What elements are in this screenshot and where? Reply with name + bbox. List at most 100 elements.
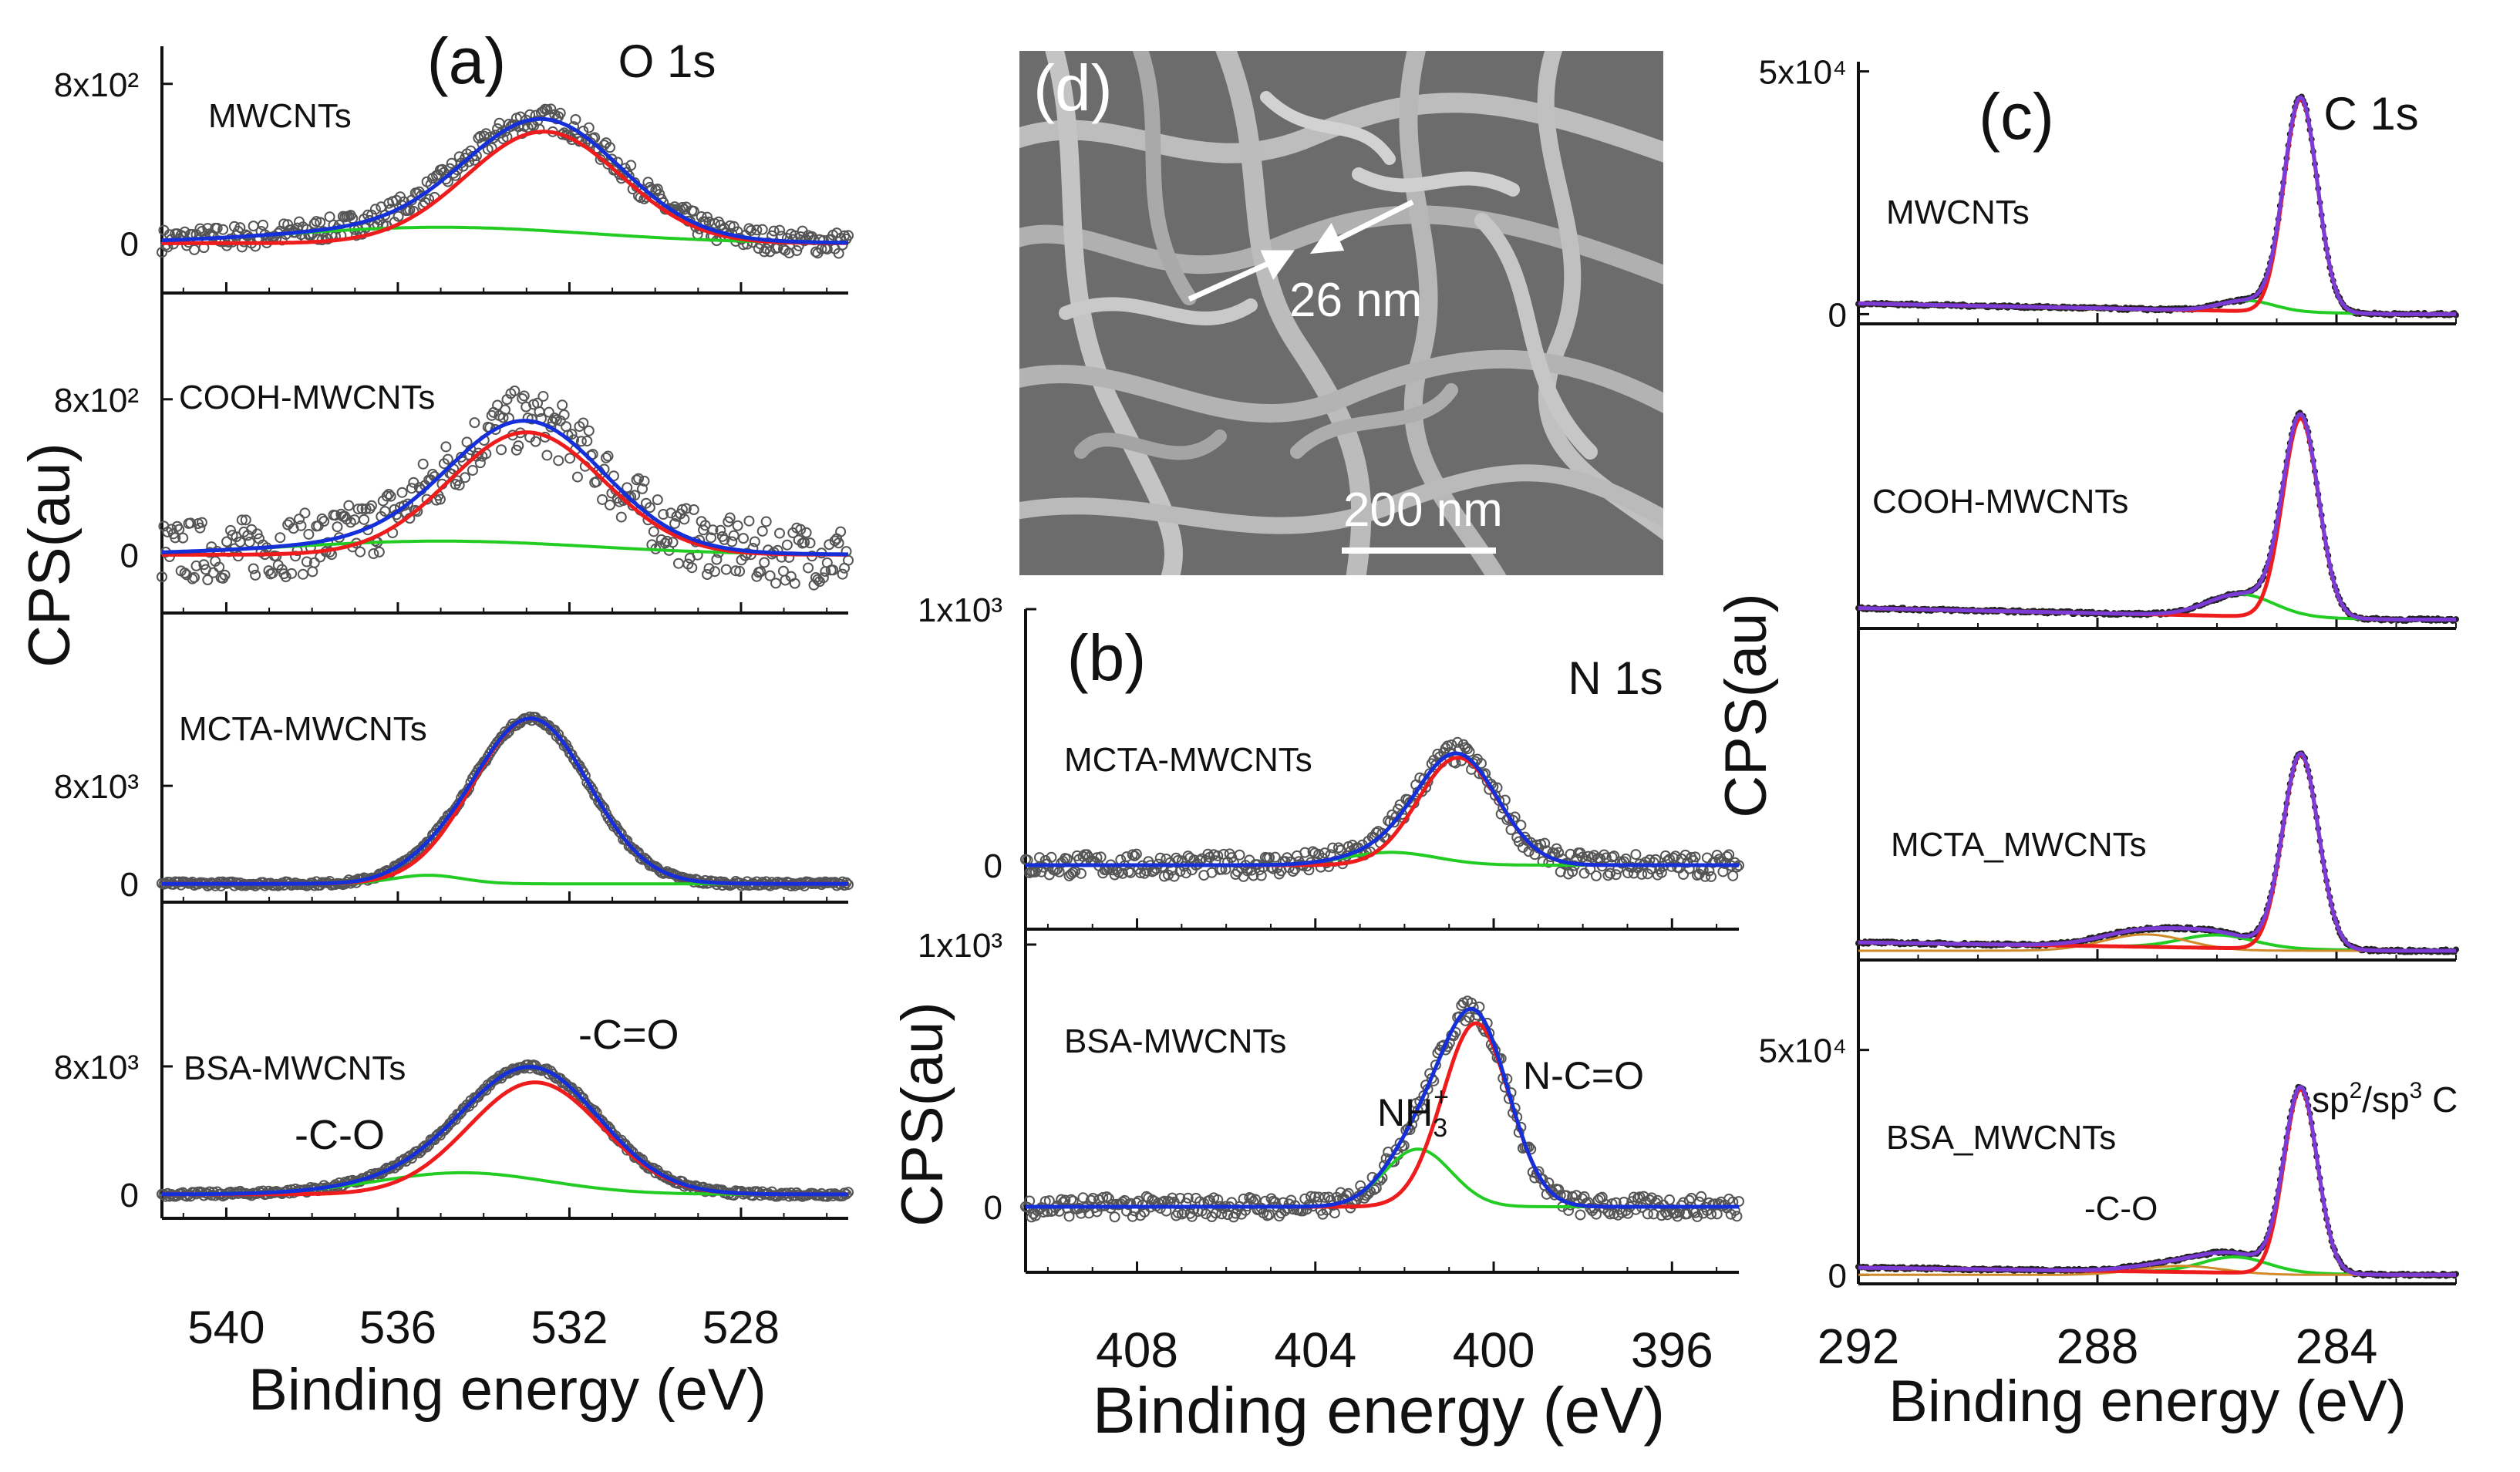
data-point bbox=[469, 417, 480, 429]
data-point bbox=[1369, 1184, 1380, 1195]
data-point bbox=[728, 530, 739, 541]
data-point bbox=[1604, 1208, 1615, 1220]
data-point bbox=[541, 450, 553, 461]
data-point bbox=[1269, 851, 1281, 863]
data-point bbox=[496, 444, 507, 456]
data-point bbox=[513, 440, 524, 452]
data-point bbox=[423, 194, 435, 205]
y-tick-label: 1x10³ bbox=[918, 591, 1002, 629]
fit-main-component bbox=[162, 1080, 848, 1197]
data-point bbox=[383, 488, 395, 500]
data-point bbox=[467, 464, 478, 476]
data-point bbox=[1121, 851, 1133, 863]
data-point bbox=[688, 504, 699, 515]
data-point bbox=[343, 500, 355, 511]
data-point bbox=[1604, 867, 1615, 879]
panel-b-annotation-nh3: NH3+ bbox=[1377, 1083, 1449, 1143]
data-point bbox=[835, 526, 847, 537]
data-point bbox=[1107, 1198, 1119, 1210]
data-point bbox=[1117, 867, 1128, 879]
fit-total-envelope bbox=[162, 716, 848, 886]
data-point bbox=[1182, 1192, 1194, 1204]
data-point bbox=[629, 490, 641, 501]
data-point bbox=[1130, 848, 1142, 860]
data-point bbox=[225, 524, 236, 536]
y-tick-label: 1x10³ bbox=[918, 927, 1002, 965]
data-point bbox=[679, 514, 690, 525]
data-point bbox=[295, 520, 307, 531]
fit-extra-component bbox=[1858, 933, 2456, 952]
data-point bbox=[236, 514, 248, 526]
data-point bbox=[1664, 1194, 1676, 1206]
data-point bbox=[711, 554, 723, 565]
data-point bbox=[1063, 1211, 1075, 1222]
data-point bbox=[190, 560, 202, 571]
data-point bbox=[368, 548, 379, 560]
data-point bbox=[1264, 852, 1275, 864]
data-point bbox=[1678, 869, 1690, 881]
data-point bbox=[751, 224, 763, 236]
data-point bbox=[1355, 1180, 1366, 1191]
data-point bbox=[1567, 866, 1578, 877]
data-point bbox=[749, 536, 760, 547]
data-point bbox=[833, 537, 844, 549]
data-point bbox=[803, 562, 814, 574]
data-point bbox=[1690, 851, 1701, 863]
data-point bbox=[1264, 1209, 1275, 1221]
data-point bbox=[303, 528, 315, 540]
data-point bbox=[812, 574, 824, 585]
data-point bbox=[248, 563, 259, 574]
data-point bbox=[1139, 867, 1151, 879]
data-point bbox=[392, 211, 404, 222]
data-point bbox=[453, 480, 465, 491]
data-point bbox=[1176, 1208, 1188, 1220]
data-point bbox=[774, 527, 785, 539]
subplot-name-label: MWCNTs bbox=[208, 97, 352, 135]
data-point bbox=[578, 417, 589, 429]
data-point bbox=[795, 524, 807, 535]
data-point bbox=[1575, 1209, 1586, 1221]
data-point bbox=[756, 224, 768, 235]
data-point bbox=[644, 502, 655, 514]
y-tick-label: 8x10² bbox=[54, 382, 139, 419]
data-point bbox=[734, 565, 746, 577]
data-point bbox=[789, 578, 800, 589]
data-point bbox=[566, 429, 578, 440]
x-tick-label: 536 bbox=[359, 1302, 436, 1353]
data-point bbox=[1539, 837, 1551, 849]
data-point bbox=[1636, 868, 1648, 880]
data-point bbox=[1644, 1194, 1656, 1206]
y-tick-label: 0 bbox=[984, 847, 1002, 885]
subplot-name-label: BSA-MWCNTs bbox=[1064, 1022, 1286, 1060]
data-point bbox=[198, 559, 210, 571]
fit-total-envelope bbox=[161, 419, 848, 557]
data-point bbox=[1109, 1211, 1120, 1223]
data-point bbox=[1706, 1208, 1717, 1220]
data-point bbox=[1127, 1211, 1138, 1222]
data-point bbox=[724, 220, 736, 231]
data-point bbox=[1656, 867, 1667, 878]
data-point bbox=[756, 525, 768, 537]
data-point bbox=[258, 219, 269, 231]
data-point bbox=[1305, 1191, 1316, 1202]
data-point bbox=[638, 475, 650, 487]
data-point bbox=[301, 556, 312, 568]
data-point bbox=[1602, 870, 1614, 881]
data-point bbox=[294, 514, 305, 525]
y-tick-label: 8x10³ bbox=[54, 768, 139, 806]
data-point bbox=[1586, 851, 1598, 863]
panel-b-n1s: 0 1x10³ MCTA-MWCNTs 408 404 400 396 0 1x10³ BSA-M… bbox=[918, 591, 1744, 1378]
data-point bbox=[1553, 1184, 1565, 1195]
data-point bbox=[575, 436, 587, 447]
data-point bbox=[625, 160, 637, 171]
data-point bbox=[1723, 849, 1735, 861]
data-point bbox=[282, 519, 294, 531]
data-point bbox=[597, 493, 608, 505]
data-point bbox=[1464, 746, 1475, 757]
data-point bbox=[417, 1142, 429, 1154]
data-point bbox=[583, 425, 595, 436]
fit-total-envelope bbox=[1858, 412, 2456, 621]
panel-b-subplot-2: 408 404 400 396 0 1x10³ BSA-MWCNTs bbox=[918, 927, 1744, 1378]
data-point bbox=[680, 503, 692, 514]
data-point bbox=[686, 562, 698, 574]
